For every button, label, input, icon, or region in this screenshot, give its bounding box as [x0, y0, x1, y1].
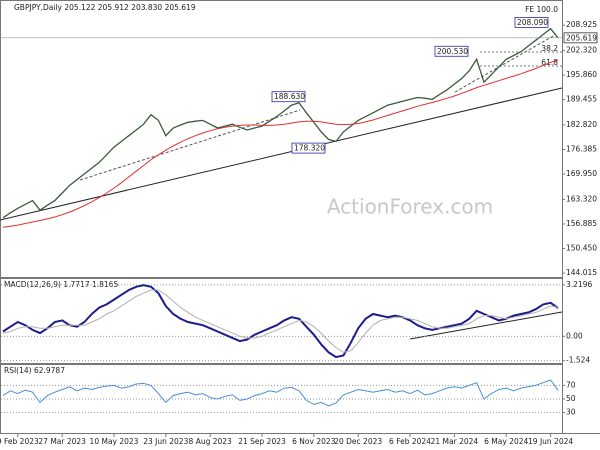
series-line — [2, 289, 559, 353]
x-tick-label: 6 Nov 2023 — [292, 437, 335, 446]
y-tick-label: 182.820 — [566, 120, 597, 129]
price-panel — [0, 0, 563, 278]
x-tick-label: 21 Sep 2023 — [238, 437, 286, 446]
y-tick-label: 163.320 — [566, 194, 597, 203]
annotation-label: 178.320 — [294, 144, 325, 153]
trend-line-dashed — [454, 34, 556, 93]
annotation-box — [271, 91, 306, 103]
y-tick-label: 0.00 — [566, 331, 583, 340]
series-line — [2, 284, 559, 359]
macd-panel — [0, 278, 563, 364]
x-tick-label: 6 Feb 2024 — [389, 437, 431, 446]
x-tick-label: 10 May 2023 — [90, 437, 139, 446]
x-tick-label: 9 Feb 2023 — [0, 437, 39, 446]
y-tick-label: -1.524 — [566, 356, 590, 365]
annotation-label: 188.630 — [274, 92, 305, 101]
fib-label: 38.2 — [541, 44, 558, 53]
fib-label: FE 100.0 — [525, 5, 558, 14]
y-tick-label: 202.320 — [566, 45, 597, 54]
chart-title: GBPJPY,Daily 205.122 205.912 203.830 205… — [14, 3, 196, 12]
series-line — [2, 27, 559, 219]
trend-line-dashed — [79, 109, 301, 181]
watermark: ActionForex.com — [327, 195, 493, 219]
y-tick-label: 176.385 — [566, 144, 597, 153]
y-tick-label: 156.885 — [566, 219, 597, 228]
y-tick-label: 30 — [566, 408, 576, 417]
y-tick-label: 70 — [566, 380, 576, 389]
y-tick-label: 144.015 — [566, 268, 597, 277]
y-tick-label: 169.950 — [566, 169, 597, 178]
annotation-box — [514, 16, 549, 28]
annotation-label: 200.530 — [437, 47, 468, 56]
y-tick-label: 3.2196 — [566, 280, 592, 289]
series-line — [2, 59, 559, 228]
y-tick-label: 150.450 — [566, 244, 597, 253]
x-tick-label: 27 Mar 2023 — [38, 437, 86, 446]
annotation-box — [434, 45, 469, 57]
x-tick-label: 21 Mar 2024 — [431, 437, 479, 446]
annotation-label: 205.619 — [566, 33, 597, 42]
annotation-box — [563, 32, 598, 44]
y-tick-label: 195.860 — [566, 70, 597, 79]
series-line — [2, 379, 559, 407]
macd-trend-line — [409, 311, 563, 340]
x-tick-label: 6 May 2024 — [484, 437, 528, 446]
x-tick-label: 20 Dec 2023 — [334, 437, 382, 446]
annotation-box — [291, 142, 326, 154]
annotation-label: 208.090 — [517, 18, 548, 27]
rsi-title: RSI(14) 62.9787 — [4, 366, 65, 375]
y-tick-label: 189.455 — [566, 95, 597, 104]
trend-line — [0, 87, 563, 221]
x-tick-label: 19 Jun 2024 — [528, 437, 573, 446]
y-tick-label: 208.925 — [566, 20, 597, 29]
x-tick-label: 23 Jun 2023 — [143, 437, 188, 446]
y-tick-label: 50 — [566, 394, 576, 403]
x-tick-label: 8 Aug 2023 — [189, 437, 232, 446]
